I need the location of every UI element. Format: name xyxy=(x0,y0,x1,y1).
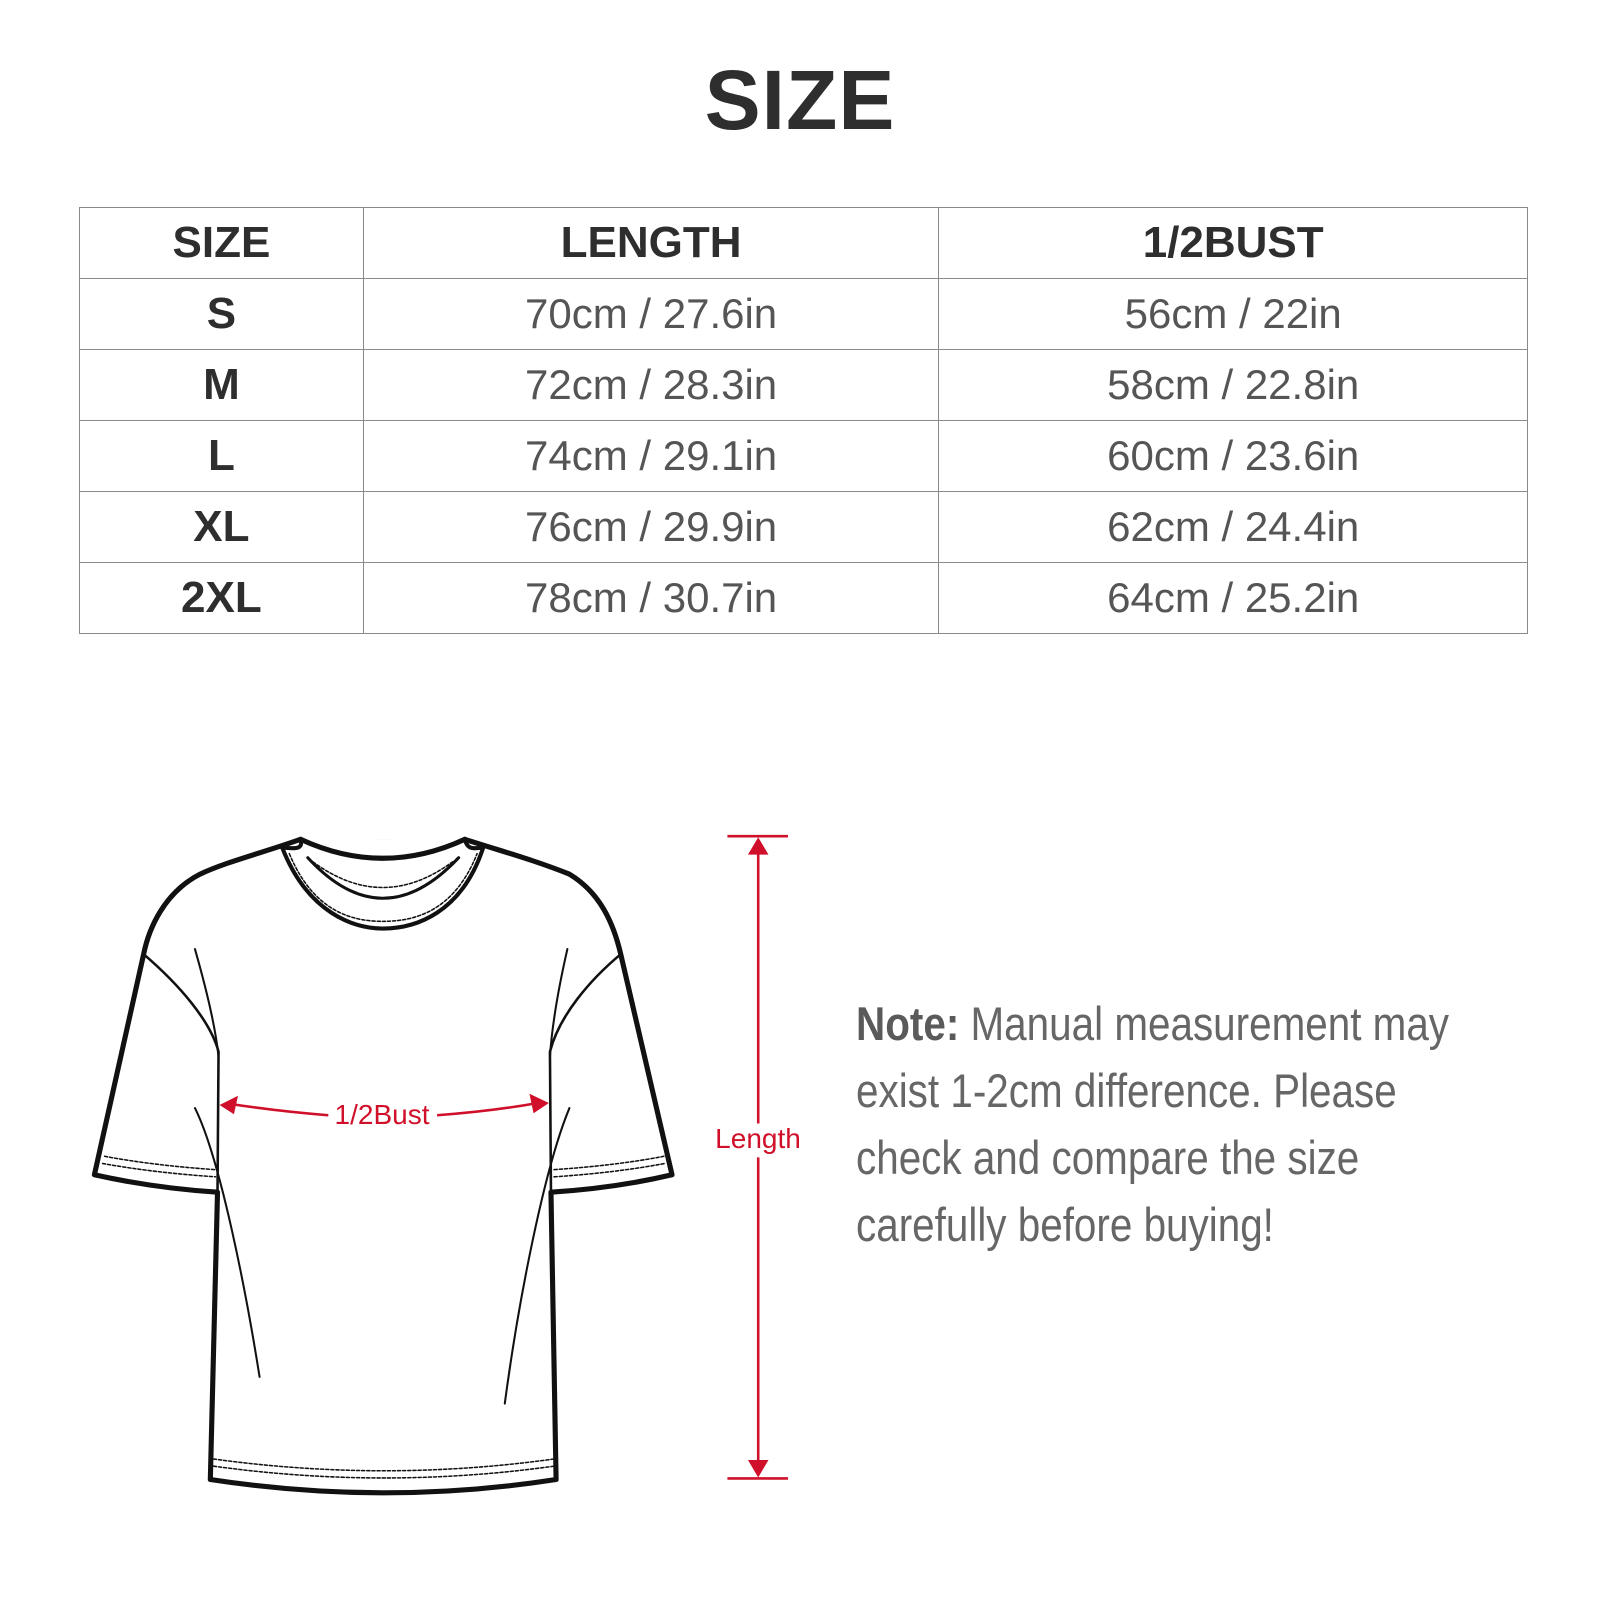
bust-measurement xyxy=(219,1093,549,1117)
table-row: XL 76cm / 29.9in 62cm / 24.4in xyxy=(79,491,1528,563)
note-line: exist 1-2cm difference. Please xyxy=(856,1064,1397,1117)
length-cell: 76cm / 29.9in xyxy=(362,491,940,563)
header-bust: 1/2BUST xyxy=(938,207,1528,279)
bust-cell: 64cm / 25.2in xyxy=(938,562,1528,634)
length-measurement xyxy=(727,834,788,1480)
note-text: Note: Manual measurement may exist 1-2cm… xyxy=(856,990,1449,1258)
note-line: carefully before buying! xyxy=(856,1198,1274,1251)
tshirt-illustration xyxy=(91,836,675,1496)
note-line: check and compare the size xyxy=(856,1131,1360,1184)
page-title: SIZE xyxy=(704,53,896,147)
length-cell: 70cm / 27.6in xyxy=(362,278,940,350)
bust-cell: 62cm / 24.4in xyxy=(938,491,1528,563)
arrow-up-icon xyxy=(747,837,769,855)
table-row: 2XL 78cm / 30.7in 64cm / 25.2in xyxy=(79,562,1528,634)
length-cell: 78cm / 30.7in xyxy=(362,562,940,634)
length-cell: 74cm / 29.1in xyxy=(362,420,940,492)
size-cell: M xyxy=(79,349,364,421)
length-cell: 72cm / 28.3in xyxy=(362,349,940,421)
size-cell: L xyxy=(79,420,364,492)
bust-label: 1/2Bust xyxy=(335,1099,430,1130)
note-line-text: Manual measurement may xyxy=(970,997,1450,1050)
size-cell: S xyxy=(79,278,364,350)
header-size: SIZE xyxy=(79,207,364,279)
arrow-down-icon xyxy=(747,1459,769,1478)
bust-cell: 56cm / 22in xyxy=(938,278,1528,350)
size-table: SIZE LENGTH 1/2BUST S 70cm / 27.6in 56cm… xyxy=(79,207,1528,634)
bust-cell: 58cm / 22.8in xyxy=(938,349,1528,421)
size-cell: 2XL xyxy=(79,562,364,634)
arrow-left-icon xyxy=(219,1095,239,1115)
table-row: L 74cm / 29.1in 60cm / 23.6in xyxy=(79,420,1528,492)
length-label: Length xyxy=(715,1123,801,1154)
arrow-right-icon xyxy=(529,1093,549,1114)
note-label: Note: xyxy=(856,997,960,1050)
bust-cell: 60cm / 23.6in xyxy=(938,420,1528,492)
note-line: Note: Manual measurement may xyxy=(856,990,1449,1057)
table-row: M 72cm / 28.3in 58cm / 22.8in xyxy=(79,349,1528,421)
table-row: S 70cm / 27.6in 56cm / 22in xyxy=(79,278,1528,350)
